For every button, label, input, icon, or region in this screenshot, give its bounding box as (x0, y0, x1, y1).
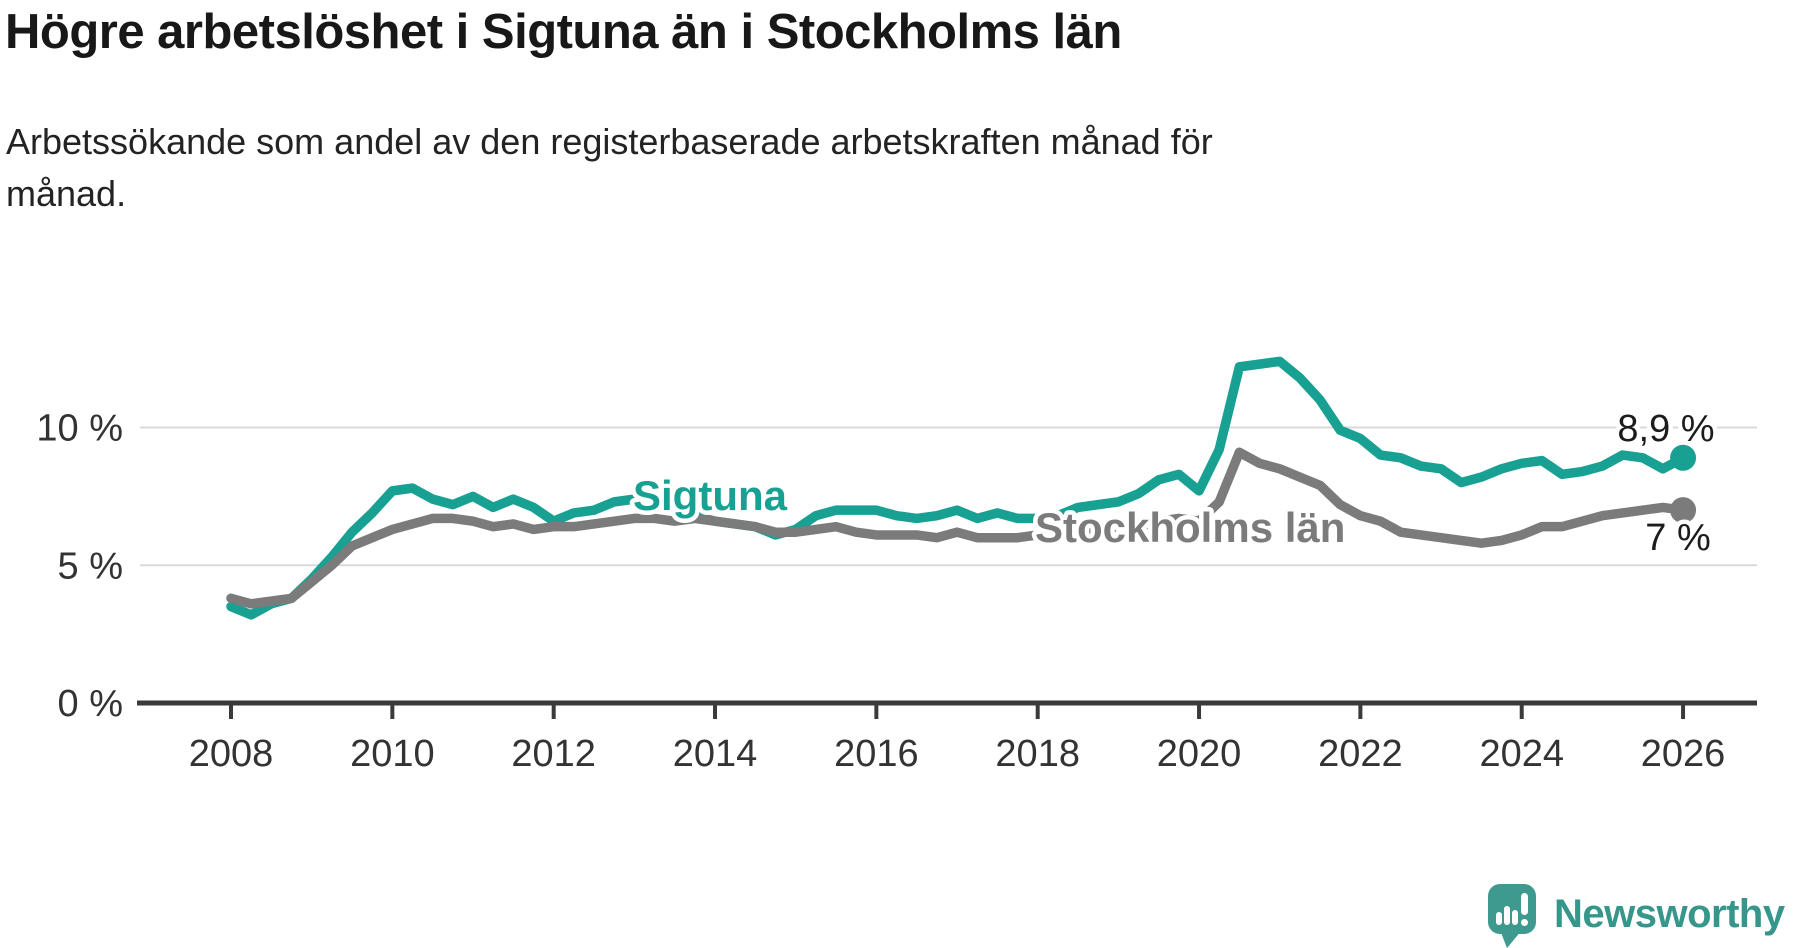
x-axis-ticks: 2008 2010 2012 2014 2016 2018 2020 2022 2024 2026 (189, 703, 1726, 775)
chart-subtitle: Arbetssökande som andel av den registerb… (6, 121, 1213, 215)
x-tick-label: 2016 (834, 733, 919, 775)
x-tick-label: 2018 (995, 733, 1080, 775)
series-label-stockholms-lan: Stockholms län (1035, 504, 1345, 551)
x-tick-label: 2024 (1479, 733, 1564, 775)
series-lines (226, 356, 1697, 620)
series-label-sigtuna: Sigtuna (633, 472, 788, 519)
x-tick-label: 2026 (1641, 733, 1726, 775)
x-tick-label: 2022 (1318, 733, 1403, 775)
end-value-label-stockholms-lan: 7 % (1645, 517, 1710, 559)
series-end-dot-sigtuna (1670, 444, 1697, 471)
series-end-dot-stockholms-lan (1670, 497, 1697, 524)
newsworthy-wordmark: Newsworthy (1554, 892, 1785, 936)
newsworthy-logo: Newsworthy (1488, 884, 1785, 948)
x-tick-label: 2014 (673, 733, 758, 775)
newsworthy-logo-icon (1488, 884, 1536, 948)
x-tick-label: 2020 (1157, 733, 1242, 775)
gridlines (140, 426, 1757, 567)
x-tick-label: 2012 (511, 733, 596, 775)
x-tick-label: 2010 (350, 733, 435, 775)
x-tick-label: 2008 (189, 733, 274, 775)
series-line-sigtuna (226, 356, 1688, 620)
page-title: Högre arbetslöshet i Sigtuna än i Stockh… (5, 5, 1122, 59)
y-axis-labels: 0 % 5 % 10 % (36, 408, 123, 726)
y-tick-label: 0 % (58, 683, 123, 725)
y-tick-label: 5 % (58, 545, 123, 587)
y-tick-label: 10 % (36, 408, 123, 450)
end-value-label-sigtuna: 8,9 % (1617, 408, 1714, 450)
series-line-stockholms-lan (226, 447, 1688, 609)
